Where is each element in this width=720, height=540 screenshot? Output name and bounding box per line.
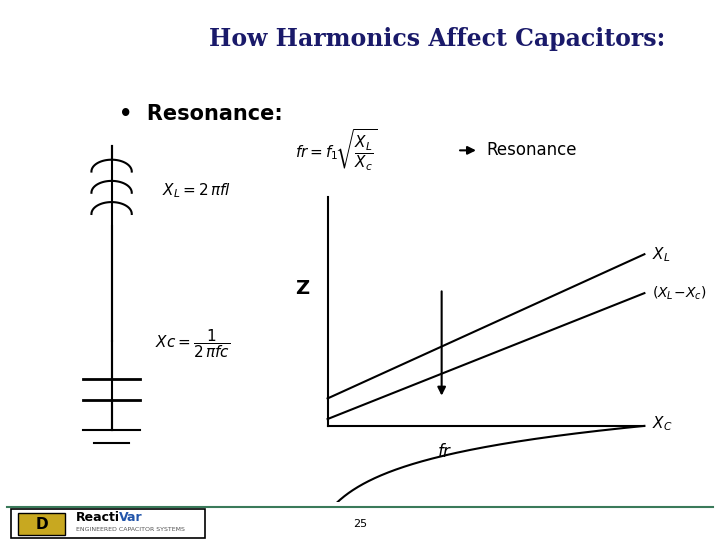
Bar (11, 509, 205, 538)
Text: Reacti: Reacti (76, 511, 120, 524)
Text: Var: Var (119, 511, 143, 524)
Bar (18, 513, 65, 536)
Text: ENGINEERED CAPACITOR SYSTEMS: ENGINEERED CAPACITOR SYSTEMS (76, 527, 184, 532)
Text: Resonance: Resonance (486, 141, 577, 159)
Text: $fr$: $fr$ (438, 443, 453, 461)
Text: $fr = f_1\!\sqrt{\dfrac{X_L}{X_c}}$: $fr = f_1\!\sqrt{\dfrac{X_L}{X_c}}$ (295, 127, 378, 173)
Text: $X_L$: $X_L$ (652, 245, 670, 264)
Text: Z: Z (295, 279, 310, 298)
Text: $X_L = 2\,\pi fl$: $X_L = 2\,\pi fl$ (162, 181, 231, 200)
Text: $Xc = \dfrac{1}{2\,\pi fc}$: $Xc = \dfrac{1}{2\,\pi fc}$ (155, 327, 230, 360)
Text: •  Resonance:: • Resonance: (119, 104, 282, 124)
Text: 25: 25 (353, 519, 367, 529)
Text: $(X_L\!-\!X_c)$: $(X_L\!-\!X_c)$ (652, 285, 706, 302)
Text: D: D (35, 517, 48, 531)
Text: $X_C$: $X_C$ (652, 414, 672, 433)
Text: How Harmonics Affect Capacitors:: How Harmonics Affect Capacitors: (210, 27, 665, 51)
